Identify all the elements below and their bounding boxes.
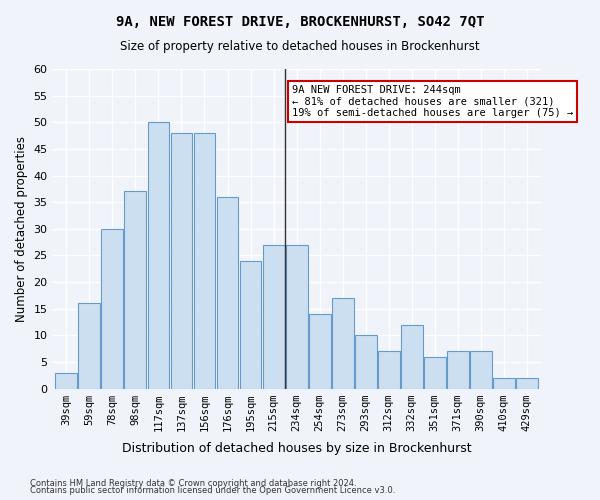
- Text: Size of property relative to detached houses in Brockenhurst: Size of property relative to detached ho…: [120, 40, 480, 53]
- Text: 9A, NEW FOREST DRIVE, BROCKENHURST, SO42 7QT: 9A, NEW FOREST DRIVE, BROCKENHURST, SO42…: [116, 15, 484, 29]
- Bar: [401, 324, 422, 388]
- Bar: [332, 298, 353, 388]
- Bar: [447, 351, 469, 389]
- Bar: [148, 122, 169, 388]
- Bar: [516, 378, 538, 388]
- Y-axis label: Number of detached properties: Number of detached properties: [15, 136, 28, 322]
- Text: 9A NEW FOREST DRIVE: 244sqm
← 81% of detached houses are smaller (321)
19% of se: 9A NEW FOREST DRIVE: 244sqm ← 81% of det…: [292, 85, 573, 118]
- Bar: [55, 372, 77, 388]
- Bar: [263, 244, 284, 388]
- Bar: [170, 133, 193, 388]
- X-axis label: Distribution of detached houses by size in Brockenhurst: Distribution of detached houses by size …: [122, 442, 472, 455]
- Bar: [217, 197, 238, 388]
- Bar: [101, 229, 124, 388]
- Bar: [493, 378, 515, 388]
- Bar: [355, 336, 377, 388]
- Bar: [424, 356, 446, 388]
- Bar: [124, 192, 146, 388]
- Bar: [239, 260, 262, 388]
- Bar: [194, 133, 215, 388]
- Bar: [378, 351, 400, 389]
- Bar: [470, 351, 492, 389]
- Text: Contains public sector information licensed under the Open Government Licence v3: Contains public sector information licen…: [30, 486, 395, 495]
- Bar: [79, 304, 100, 388]
- Bar: [286, 244, 308, 388]
- Bar: [308, 314, 331, 388]
- Text: Contains HM Land Registry data © Crown copyright and database right 2024.: Contains HM Land Registry data © Crown c…: [30, 478, 356, 488]
